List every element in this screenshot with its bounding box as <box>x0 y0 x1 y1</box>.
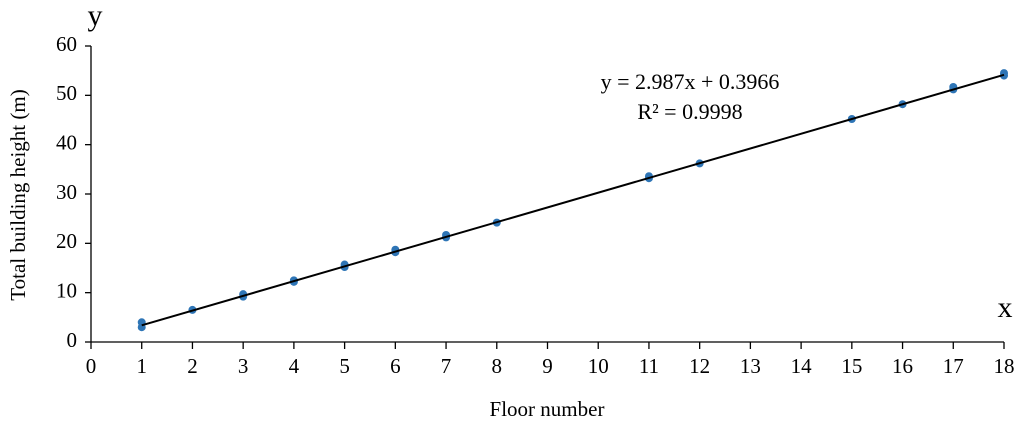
x-axis-symbol: x <box>998 291 1013 324</box>
x-tick-label: 2 <box>187 354 198 378</box>
y-tick-label: 10 <box>56 278 77 302</box>
y-tick-label: 40 <box>56 130 77 154</box>
x-tick-label: 16 <box>892 354 913 378</box>
x-tick-label: 8 <box>492 354 503 378</box>
y-tick-label: 30 <box>56 180 77 204</box>
y-tick-label: 50 <box>56 81 77 105</box>
x-tick-label: 1 <box>136 354 147 378</box>
y-axis-symbol: y <box>88 0 103 32</box>
x-tick-label: 17 <box>943 354 964 378</box>
x-tick-label: 10 <box>588 354 609 378</box>
y-tick-label: 60 <box>56 32 77 56</box>
x-tick-label: 5 <box>339 354 350 378</box>
y-axis-title: Total building height (m) <box>6 89 30 300</box>
x-tick-label: 4 <box>289 354 300 378</box>
x-tick-label: 15 <box>841 354 862 378</box>
x-tick-label: 12 <box>689 354 710 378</box>
x-tick-label: 11 <box>639 354 659 378</box>
trendline-r-squared: R² = 0.9998 <box>637 99 742 124</box>
trendline <box>141 73 1005 327</box>
x-axis-title: Floor number <box>490 397 605 421</box>
y-tick-label: 0 <box>67 328 78 352</box>
trendline-equation: y = 2.987x + 0.3966 <box>601 69 780 94</box>
y-tick-label: 20 <box>56 229 77 253</box>
x-tick-label: 9 <box>542 354 553 378</box>
x-tick-label: 13 <box>740 354 761 378</box>
x-tick-label: 7 <box>441 354 452 378</box>
x-tick-label: 14 <box>791 354 813 378</box>
x-tick-label: 3 <box>238 354 249 378</box>
x-tick-label: 0 <box>86 354 97 378</box>
x-tick-label: 6 <box>390 354 401 378</box>
x-tick-label: 18 <box>994 354 1015 378</box>
